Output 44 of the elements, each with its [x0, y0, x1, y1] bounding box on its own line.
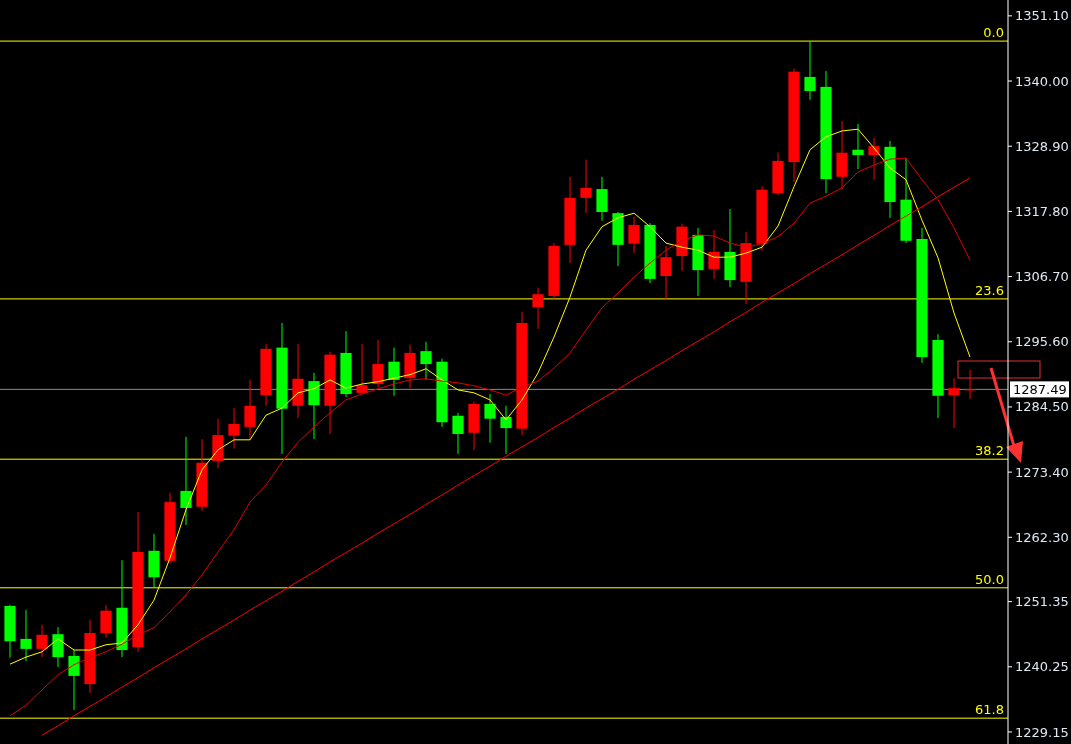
- y-tick-label: 1273.40: [1015, 464, 1069, 480]
- y-tick-label: 1295.60: [1015, 334, 1069, 350]
- candlestick: [580, 159, 592, 214]
- candlestick: [532, 287, 544, 330]
- candlestick: [804, 40, 816, 101]
- y-tick-label: 1340.00: [1015, 73, 1069, 89]
- candlestick: [708, 229, 720, 280]
- candlestick: [868, 137, 880, 181]
- annotation: 50.0: [975, 571, 1004, 587]
- y-tick-label: 1284.50: [1015, 399, 1069, 415]
- candlestick: [36, 624, 48, 658]
- candlestick: [372, 339, 384, 388]
- candlestick: [628, 216, 640, 254]
- y-tick-label: 1229.15: [1015, 724, 1069, 740]
- y-tick-label: 1351.10: [1015, 8, 1069, 24]
- ref-line-label: 1287.49: [1013, 382, 1067, 398]
- candlestick: [244, 379, 256, 441]
- candlestick: [20, 609, 32, 662]
- annotation: 23.6: [975, 282, 1004, 298]
- candlestick: [180, 436, 192, 526]
- annotation: 0.0: [983, 25, 1004, 41]
- y-tick-label: 1306.70: [1015, 269, 1069, 285]
- candlestick: [68, 649, 80, 711]
- candlestick: [852, 123, 864, 170]
- candlestick: [452, 412, 464, 455]
- candlestick: [228, 407, 240, 450]
- y-tick-label: 1328.90: [1015, 138, 1069, 154]
- annotation: 61.8: [975, 702, 1004, 718]
- y-tick-label: 1317.80: [1015, 203, 1069, 219]
- annotation: 38.2: [975, 443, 1004, 459]
- y-tick-label: 1240.25: [1015, 659, 1069, 675]
- y-tick-label: 1262.30: [1015, 529, 1069, 545]
- y-tick-label: 1251.35: [1015, 594, 1069, 610]
- candlestick: [596, 176, 608, 222]
- candlestick: [964, 369, 976, 400]
- candlestick: [660, 245, 672, 300]
- candlestick: [388, 347, 400, 397]
- candlestick: [948, 377, 960, 429]
- candlestick: [484, 393, 496, 444]
- candlestick: [52, 626, 64, 668]
- candlestick: [356, 343, 368, 394]
- candlestick: [420, 341, 432, 381]
- candlestick: [500, 405, 512, 455]
- candlestick: [100, 604, 112, 639]
